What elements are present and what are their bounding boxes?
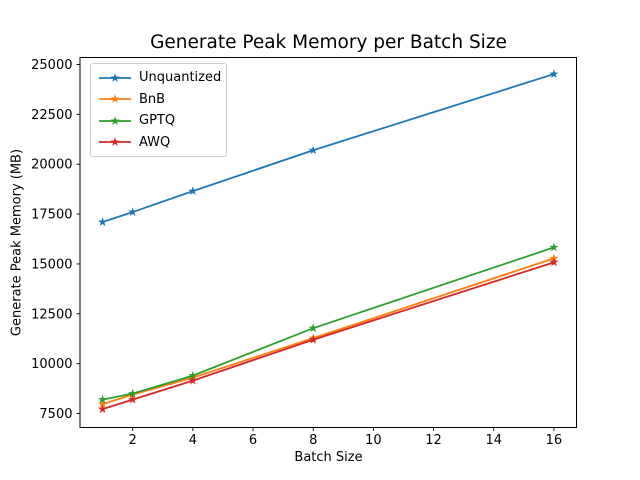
series-marker-awq	[128, 394, 138, 404]
x-tick-label: 16	[546, 433, 563, 448]
series-marker-unquantized	[128, 207, 138, 216]
legend-item-gptq: GPTQ	[98, 110, 224, 132]
series-marker-unquantized	[188, 186, 198, 196]
series-marker-awq	[98, 404, 108, 414]
series-marker-gptq	[98, 394, 108, 404]
x-tick-label: 14	[485, 433, 502, 448]
series-marker-awq	[308, 334, 318, 344]
legend-label: AWQ	[139, 134, 171, 150]
series-marker-awq	[549, 257, 559, 267]
x-tick-label: 6	[249, 433, 257, 448]
legend-label: GPTQ	[139, 113, 176, 129]
x-tick-label: 8	[309, 433, 317, 448]
legend-line-star-icon	[99, 137, 131, 147]
x-tick-label: 4	[189, 433, 197, 448]
legend-label: Unquantized	[139, 70, 222, 86]
y-tick-label: 15000	[31, 257, 72, 272]
y-tick-label: 7500	[39, 407, 72, 422]
series-marker-bnb	[98, 399, 108, 409]
x-tick-label: 2	[129, 433, 137, 448]
legend-item-unquantized: Unquantized	[98, 67, 224, 89]
series-line-awq	[102, 261, 555, 411]
series-marker-gptq	[128, 388, 138, 398]
x-tick-label: 12	[425, 433, 442, 448]
series-marker-gptq	[188, 370, 198, 380]
chart-title: Generate Peak Memory per Batch Size	[150, 32, 507, 53]
y-tick-label: 12500	[31, 307, 72, 322]
y-tick-label: 25000	[31, 58, 72, 73]
legend-item-awq: AWQ	[98, 132, 224, 154]
series-marker-unquantized	[98, 217, 108, 226]
legend-line-star-icon	[99, 115, 131, 125]
legend-item-bnb: BnB	[98, 89, 224, 111]
series-marker-unquantized	[308, 145, 318, 155]
legend: Unquantized BnB GPTQ AWQ	[90, 63, 227, 157]
series-marker-gptq	[549, 242, 559, 252]
series-marker-awq	[188, 375, 198, 385]
x-axis-label: Batch Size	[294, 450, 363, 465]
y-axis-label: Generate Peak Memory (MB)	[9, 148, 25, 337]
series-marker-unquantized	[549, 69, 559, 78]
x-tick-label: 10	[365, 433, 382, 448]
y-tick-label: 17500	[31, 208, 72, 223]
y-tick-label: 22500	[31, 108, 72, 123]
legend-line-star-icon	[99, 72, 131, 82]
y-tick-label: 10000	[31, 357, 72, 372]
legend-label: BnB	[139, 91, 166, 107]
plot-border	[79, 57, 577, 428]
legend-line-star-icon	[99, 94, 131, 104]
series-line-gptq	[102, 246, 555, 401]
series-marker-gptq	[308, 323, 318, 333]
y-tick-label: 20000	[31, 158, 72, 173]
